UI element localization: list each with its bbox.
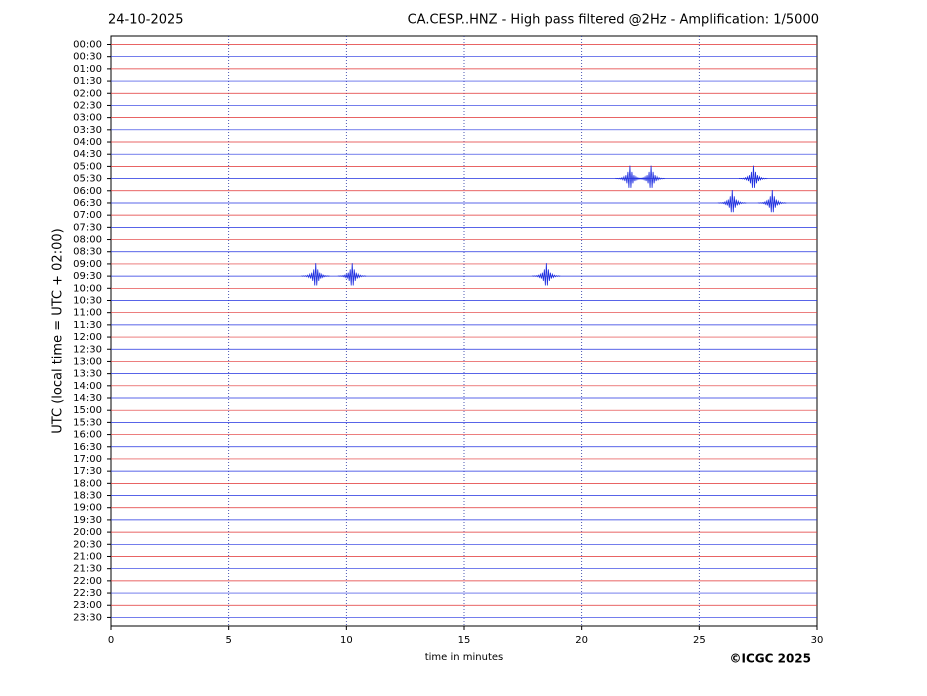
credit: ©ICGC 2025 [729, 652, 811, 666]
y-tick-label: 11:00 [73, 308, 102, 319]
seismic-event [717, 189, 747, 213]
seismic-event [757, 189, 787, 213]
y-tick-label: 02:00 [73, 88, 102, 99]
y-tick-label: 22:30 [73, 588, 102, 599]
seismic-event [337, 263, 367, 286]
seismic-event [531, 263, 561, 286]
seismic-event [615, 165, 645, 188]
x-tick-label: 20 [575, 635, 588, 646]
y-tick-label: 13:30 [73, 369, 102, 380]
y-tick-label: 21:30 [73, 564, 102, 575]
y-tick-label: 15:30 [73, 417, 102, 428]
y-tick-label: 19:00 [73, 503, 102, 514]
chart-date: 24-10-2025 [108, 13, 184, 28]
y-tick-label: 16:00 [73, 430, 102, 441]
y-tick-label: 03:00 [73, 113, 102, 124]
y-tick-label: 01:00 [73, 64, 102, 75]
seismic-event [636, 165, 666, 188]
seismic-event [301, 263, 330, 286]
y-tick-label: 07:30 [73, 222, 102, 233]
y-tick-label: 01:30 [73, 76, 102, 87]
y-tick-label: 10:00 [73, 283, 102, 294]
y-tick-label: 04:00 [73, 137, 102, 148]
y-tick-label: 08:30 [73, 247, 102, 258]
y-tick-label: 06:30 [73, 198, 102, 209]
y-tick-label: 22:00 [73, 576, 102, 587]
y-tick-label: 03:30 [73, 125, 102, 136]
y-tick-label: 00:30 [73, 52, 102, 63]
y-tick-label: 12:00 [73, 332, 102, 343]
y-tick-label: 18:00 [73, 478, 102, 489]
y-tick-label: 18:30 [73, 491, 102, 502]
y-tick-label: 17:30 [73, 466, 102, 477]
y-tick-label: 12:30 [73, 344, 102, 355]
y-tick-label: 02:30 [73, 100, 102, 111]
x-tick-label: 15 [458, 635, 471, 646]
x-axis-label: time in minutes [425, 652, 504, 663]
y-tick-label: 06:00 [73, 186, 102, 197]
y-tick-label: 00:00 [73, 40, 102, 51]
x-tick-label: 25 [693, 635, 706, 646]
y-tick-label: 08:00 [73, 235, 102, 246]
y-tick-label: 07:00 [73, 210, 102, 221]
y-tick-label: 04:30 [73, 149, 102, 160]
x-tick-label: 10 [340, 635, 353, 646]
chart-title: CA.CESP..HNZ - High pass filtered @2Hz -… [408, 13, 819, 28]
x-tick-label: 30 [811, 635, 824, 646]
y-tick-label: 23:30 [73, 612, 102, 623]
y-tick-label: 09:00 [73, 259, 102, 270]
y-tick-label: 16:30 [73, 442, 102, 453]
y-tick-label: 15:00 [73, 405, 102, 416]
y-tick-label: 20:30 [73, 539, 102, 550]
y-tick-label: 14:00 [73, 381, 102, 392]
y-tick-label: 17:00 [73, 454, 102, 465]
y-axis-label: UTC (local time = UTC + 02:00) [51, 228, 66, 433]
y-tick-label: 19:30 [73, 515, 102, 526]
y-tick-label: 10:30 [73, 295, 102, 306]
x-tick-label: 0 [108, 635, 114, 646]
y-tick-label: 05:30 [73, 174, 102, 185]
y-tick-label: 11:30 [73, 320, 102, 331]
y-tick-label: 05:00 [73, 161, 102, 172]
y-tick-label: 13:00 [73, 356, 102, 367]
y-tick-label: 21:00 [73, 551, 102, 562]
y-tick-label: 09:30 [73, 271, 102, 282]
y-tick-label: 23:00 [73, 600, 102, 611]
y-tick-label: 20:00 [73, 527, 102, 538]
x-tick-label: 5 [225, 635, 231, 646]
y-tick-label: 14:30 [73, 393, 102, 404]
seismic-event [739, 165, 768, 188]
